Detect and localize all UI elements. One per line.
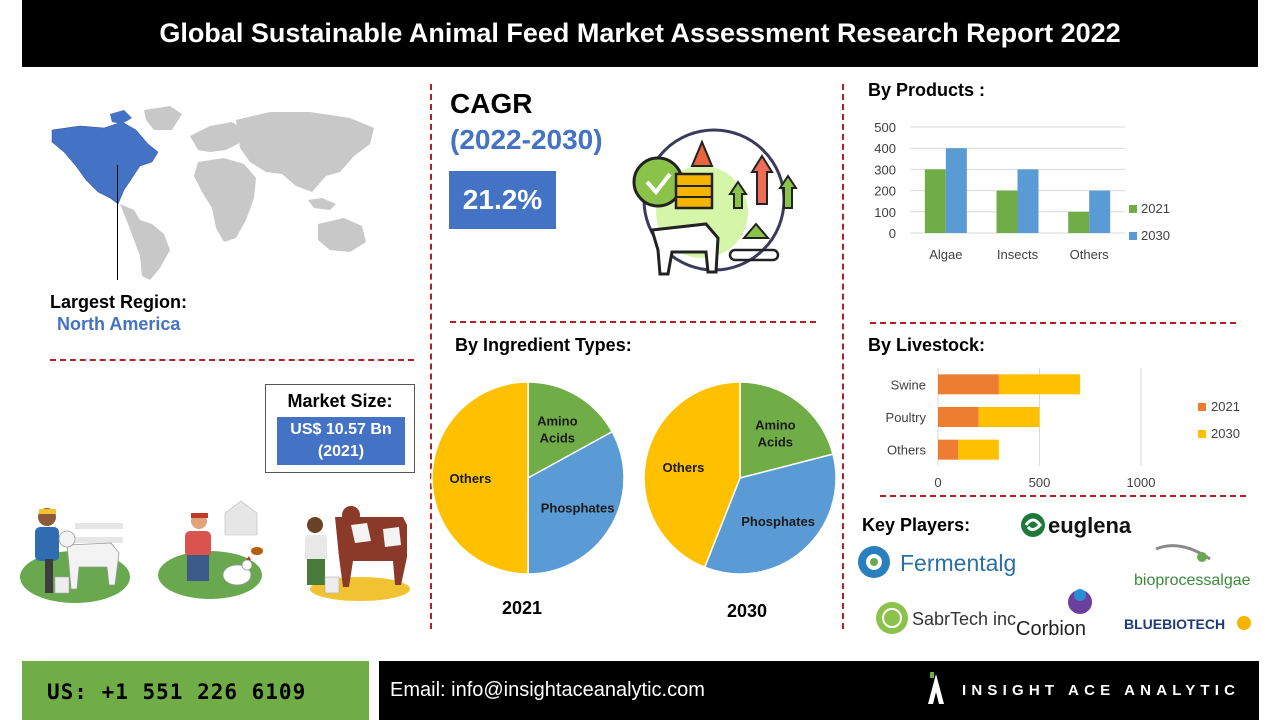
products-bar-algae-2021 bbox=[924, 169, 946, 233]
livestock-title: By Livestock: bbox=[868, 335, 986, 355]
page-title: Global Sustainable Animal Feed Market As… bbox=[22, 0, 1258, 67]
livestock-bar-swine-2021 bbox=[938, 374, 999, 395]
pie-slice-others bbox=[643, 381, 741, 569]
region-pointer-line bbox=[117, 165, 118, 280]
livestock-xtick-label: 500 bbox=[1029, 475, 1051, 490]
livestock-legend-label: 2030 bbox=[1211, 426, 1240, 441]
pie-slice-amino-acids bbox=[739, 381, 834, 479]
pie-slice-others bbox=[431, 381, 529, 575]
market-size-value: US$ 10.57 Bn (2021) bbox=[277, 417, 405, 465]
livestock-bar-chart: 0 500 1000 Swine Poultry Others 2021 2030 bbox=[886, 368, 1240, 490]
farm-illustrations bbox=[20, 500, 410, 603]
divider-products bbox=[870, 322, 1236, 324]
farmer-chicken-illustration bbox=[158, 500, 263, 599]
sustainable-feed-illustration bbox=[632, 128, 798, 276]
products-bar-others-2030 bbox=[1089, 190, 1111, 233]
products-ytick-label: 0 bbox=[889, 226, 896, 241]
pie-slice-phosphates bbox=[527, 430, 625, 575]
products-bar-insects-2030 bbox=[1017, 169, 1039, 233]
divider-region bbox=[50, 359, 414, 361]
products-title: By Products : bbox=[868, 80, 986, 100]
logo-euglena: euglena bbox=[1021, 513, 1132, 538]
products-legend-swatch-2021 bbox=[1129, 205, 1137, 213]
cagr-period: (2022-2030) bbox=[450, 124, 603, 155]
livestock-bar-swine-2030 bbox=[998, 374, 1081, 395]
products-ytick-label: 300 bbox=[874, 162, 896, 177]
livestock-bar-others-2030 bbox=[958, 439, 999, 460]
farmer-goat-illustration bbox=[20, 508, 130, 603]
divider-cagr bbox=[450, 321, 816, 323]
market-size-box: Market Size: US$ 10.57 Bn (2021) bbox=[265, 384, 415, 473]
livestock-legend-label: 2021 bbox=[1211, 399, 1240, 414]
livestock-xtick-label: 0 bbox=[934, 475, 941, 490]
livestock-category-label: Others bbox=[887, 443, 927, 458]
products-ytick-label: 200 bbox=[874, 184, 896, 199]
pie-slice-label: Others bbox=[449, 471, 491, 486]
pie-2030-year-label: 2030 bbox=[727, 601, 768, 621]
products-bar-others-2021 bbox=[1068, 211, 1090, 233]
contact-email: Email: info@insightaceanalytic.com bbox=[379, 661, 1259, 720]
products-bar-insects-2021 bbox=[996, 190, 1018, 233]
products-legend-swatch-2030 bbox=[1129, 232, 1137, 240]
divider-right bbox=[842, 84, 844, 629]
logo-bioprocessalgae-text: bioprocessalgae bbox=[1134, 572, 1251, 589]
contact-phone: US: +1 551 226 6109 bbox=[22, 661, 369, 720]
region-label: Largest Region: bbox=[50, 292, 188, 312]
products-legend-label: 2030 bbox=[1141, 228, 1170, 243]
products-bar-chart: 0 100 200 300 400 500 Algae Insects Others 2021 20… bbox=[874, 120, 1170, 262]
products-category-label: Others bbox=[1070, 247, 1110, 262]
divider-left bbox=[430, 84, 432, 629]
logo-euglena-text: euglena bbox=[1048, 513, 1132, 538]
divider-livestock bbox=[880, 495, 1246, 497]
logo-sabrtech-text: SabrTech inc bbox=[912, 609, 1016, 629]
cagr-label: CAGR bbox=[450, 88, 533, 119]
market-size-amount: US$ 10.57 Bn bbox=[290, 421, 392, 438]
pie-slice-amino-acids bbox=[527, 381, 614, 480]
logo-bioprocessalgae: bioprocessalgae bbox=[1134, 544, 1251, 589]
region-value: North America bbox=[57, 314, 181, 334]
products-ytick-label: 400 bbox=[874, 141, 896, 156]
logo-corbion: Corbion bbox=[1016, 589, 1092, 640]
logo-corbion-text: Corbion bbox=[1016, 618, 1086, 640]
products-ytick-label: 500 bbox=[874, 120, 896, 135]
products-ytick-label: 100 bbox=[874, 205, 896, 220]
key-players-title: Key Players: bbox=[862, 515, 971, 535]
world-map bbox=[51, 106, 374, 280]
ingredients-pie-2021: Amino Acids Phosphates Others bbox=[431, 381, 625, 575]
logo-fermentalg: Fermentalg bbox=[858, 546, 1016, 578]
products-bar-algae-2030 bbox=[945, 148, 967, 233]
cagr-value: 21.2% bbox=[449, 171, 556, 229]
products-category-label: Insects bbox=[997, 247, 1039, 262]
pie-slice-label: Amino Acids bbox=[755, 417, 796, 449]
pie-slice-phosphates bbox=[703, 453, 837, 575]
livestock-bar-poultry-2030 bbox=[978, 407, 1040, 427]
livestock-legend-swatch-2021 bbox=[1198, 403, 1206, 411]
brand-logo-icon bbox=[928, 672, 944, 704]
brand-name: INSIGHT ACE ANALYTIC bbox=[962, 682, 1241, 699]
logo-bluebiotech-text: BLUEBIOTECH bbox=[1124, 616, 1225, 632]
pie-slice-label: Others bbox=[662, 460, 704, 475]
key-players-logos: euglena Fermentalg bioprocessalgae SabrT… bbox=[858, 513, 1251, 640]
livestock-category-label: Poultry bbox=[886, 410, 927, 425]
pie-2021-year-label: 2021 bbox=[502, 598, 543, 618]
logo-fermentalg-text: Fermentalg bbox=[900, 550, 1016, 576]
products-legend-label: 2021 bbox=[1141, 201, 1170, 216]
livestock-legend-swatch-2030 bbox=[1198, 430, 1206, 438]
livestock-bar-others-2021 bbox=[938, 439, 959, 460]
farmer-cow-illustration bbox=[305, 506, 410, 601]
livestock-bar-poultry-2021 bbox=[938, 407, 979, 427]
ingredients-pie-2030: Amino Acids Phosphates Others bbox=[643, 381, 837, 575]
products-category-label: Algae bbox=[929, 247, 962, 262]
market-size-year: (2021) bbox=[317, 443, 365, 460]
ingredients-title: By Ingredient Types: bbox=[455, 335, 632, 355]
logo-bluebiotech: BLUEBIOTECH bbox=[1124, 616, 1251, 632]
pie-slice-label: Phosphates bbox=[541, 500, 615, 515]
livestock-xtick-label: 1000 bbox=[1127, 475, 1156, 490]
livestock-category-label: Swine bbox=[891, 377, 926, 392]
pie-slice-label: Amino Acids bbox=[537, 413, 578, 445]
pie-slice-label: Phosphates bbox=[741, 514, 815, 529]
map-north-america bbox=[51, 121, 159, 205]
logo-sabrtech: SabrTech inc bbox=[876, 602, 1016, 634]
market-size-label: Market Size: bbox=[287, 391, 393, 411]
